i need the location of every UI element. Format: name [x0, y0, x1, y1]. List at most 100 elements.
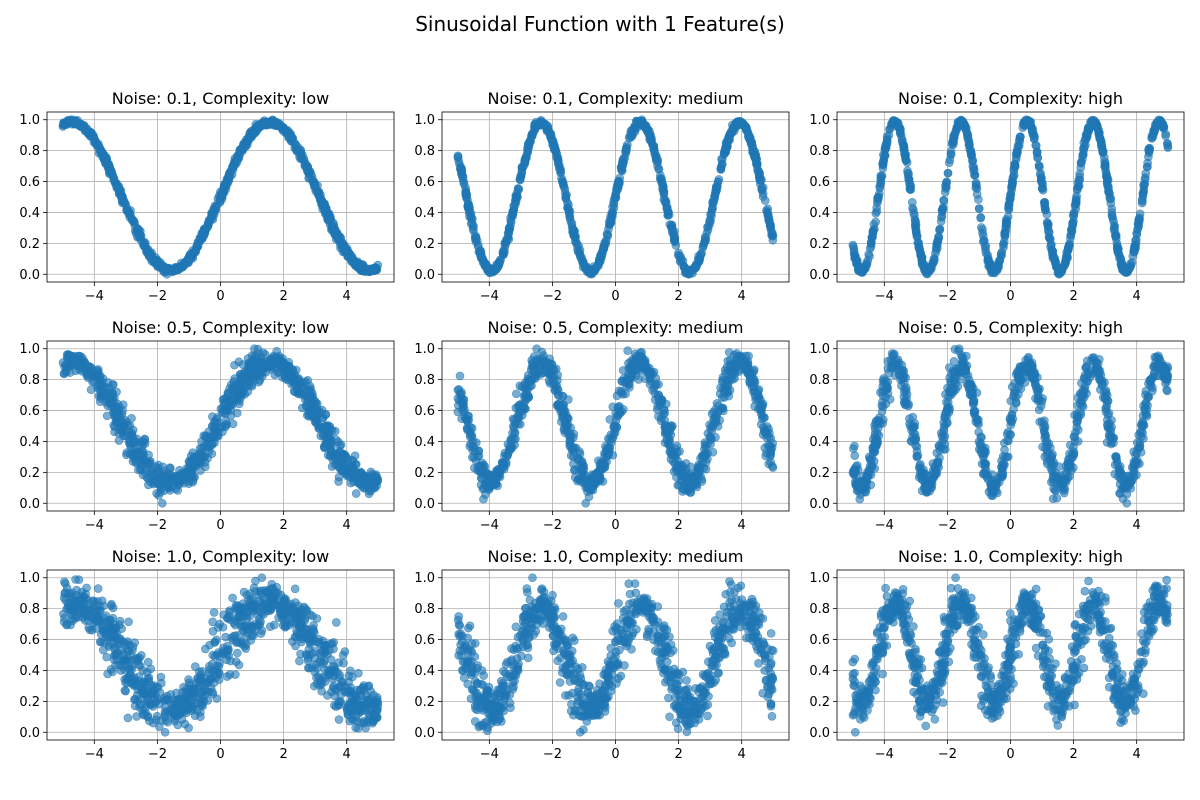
data-point [297, 389, 306, 398]
data-point [275, 353, 284, 363]
x-tick-label: 4 [343, 518, 351, 533]
data-point [1144, 152, 1153, 162]
data-point [453, 151, 463, 161]
data-point [193, 241, 203, 251]
data-point [112, 387, 121, 397]
y-tick-label: 0.6 [809, 175, 830, 190]
data-point [103, 396, 113, 405]
data-point [1116, 253, 1125, 263]
data-point [1103, 175, 1113, 185]
x-tick-label: 0 [216, 518, 224, 533]
data-point [520, 154, 530, 164]
data-point [1051, 258, 1060, 267]
data-point [1035, 163, 1044, 172]
subplot-title: Noise: 0.1, Complexity: medium [488, 89, 744, 108]
data-point [558, 179, 568, 188]
data-point [299, 156, 309, 165]
data-point [172, 473, 182, 482]
data-point [760, 196, 770, 205]
data-point [212, 414, 222, 424]
data-point [285, 132, 295, 141]
data-point [566, 217, 576, 227]
y-tick-label: 0.2 [809, 237, 830, 252]
data-point [531, 121, 541, 130]
data-point [507, 211, 517, 220]
data-point [765, 220, 775, 229]
data-point [1131, 238, 1141, 248]
data-point [556, 166, 565, 175]
data-point [470, 231, 480, 241]
x-tick-label: 0 [216, 289, 224, 304]
x-tick-label: 4 [1133, 289, 1141, 304]
subplot-title: Noise: 0.1, Complexity: low [112, 89, 329, 108]
data-point [970, 170, 980, 180]
data-point [340, 460, 349, 470]
y-tick-label: 0.6 [19, 175, 40, 190]
data-point [1098, 148, 1108, 158]
data-point [326, 435, 336, 444]
data-point [679, 263, 689, 272]
data-point [663, 207, 673, 217]
data-point [160, 267, 169, 277]
data-point [307, 395, 316, 404]
data-point [209, 210, 219, 220]
data-point [1007, 181, 1017, 191]
data-point [669, 236, 679, 245]
y-tick-label: 0.4 [809, 206, 830, 221]
data-point [537, 347, 547, 357]
data-point [999, 239, 1008, 249]
data-point [1128, 252, 1138, 261]
data-point [478, 258, 488, 267]
data-point [485, 267, 495, 277]
data-point [1161, 131, 1170, 141]
y-tick-label: 0.6 [414, 175, 435, 190]
y-tick-label: 0.8 [809, 144, 830, 159]
y-tick-label: 0.4 [19, 206, 40, 221]
data-point [974, 195, 983, 204]
data-point [981, 245, 990, 255]
data-point [340, 246, 349, 256]
data-point [457, 167, 466, 177]
data-point [1105, 189, 1114, 199]
data-point [1069, 208, 1079, 218]
data-point [757, 186, 767, 195]
data-point [754, 170, 764, 179]
data-point [342, 452, 351, 462]
data-point [716, 164, 726, 173]
data-point [142, 473, 152, 482]
subplot-title: Noise: 0.1, Complexity: high [898, 89, 1123, 108]
data-point [742, 126, 752, 135]
data-point [238, 374, 248, 384]
data-point [939, 196, 949, 206]
data-point [1021, 117, 1031, 127]
data-point [352, 259, 362, 269]
data-point [610, 190, 620, 200]
data-point [1031, 140, 1040, 150]
data-point [612, 180, 622, 190]
data-point [140, 237, 149, 247]
data-point [355, 472, 365, 481]
data-point [737, 117, 746, 127]
data-point [334, 477, 343, 486]
data-point [558, 391, 568, 401]
data-point [764, 210, 773, 220]
data-point [974, 204, 984, 213]
data-point [108, 380, 118, 389]
data-point [1072, 191, 1081, 201]
data-point [667, 222, 677, 232]
data-point [910, 211, 919, 220]
data-point [331, 449, 341, 459]
data-point [749, 385, 759, 395]
data-point [748, 144, 758, 153]
scatter-points [58, 115, 383, 279]
data-point [244, 365, 253, 375]
data-point [255, 122, 265, 131]
y-tick-label: 0.0 [19, 497, 40, 512]
data-point [980, 236, 989, 245]
data-point [696, 250, 706, 259]
data-point [1002, 216, 1011, 226]
data-point [965, 139, 974, 149]
